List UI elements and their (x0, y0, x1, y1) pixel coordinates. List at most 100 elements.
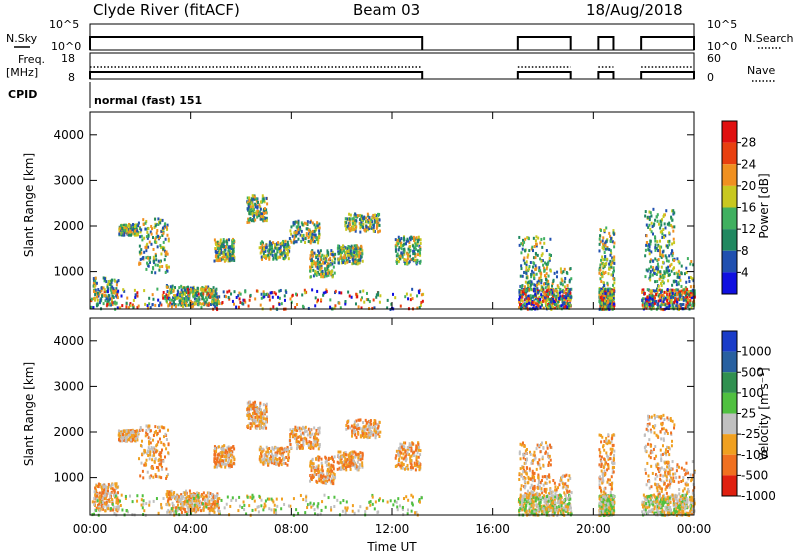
echo-cell (569, 477, 571, 480)
echo-cell (536, 273, 538, 276)
echo-cell (338, 261, 340, 264)
echo-cell (297, 238, 299, 241)
echo-cell (525, 281, 527, 284)
echo-cell (154, 218, 156, 221)
echo-cell (538, 277, 540, 280)
echo-cell (99, 492, 101, 495)
echo-cell (668, 274, 670, 277)
echo-cell (292, 294, 294, 297)
echo-cell (361, 249, 363, 252)
echo-cell (650, 240, 652, 243)
echo-cell (652, 232, 654, 235)
nsky-segment (641, 37, 694, 50)
echo-cell (154, 237, 156, 240)
echo-cell (645, 449, 647, 452)
echo-cell (609, 305, 611, 308)
echo-cell (220, 251, 222, 254)
echo-cell (560, 304, 562, 307)
echo-cell (125, 224, 127, 227)
echo-cell (691, 304, 693, 307)
echo-cell (330, 249, 332, 252)
echo-cell (654, 239, 656, 242)
echo-cell (320, 249, 322, 252)
echo-cell (125, 305, 127, 308)
nsearch-tick-high: 10^5 (707, 18, 737, 31)
echo-cell (358, 255, 360, 258)
echo-cell (353, 251, 355, 254)
echo-cell (255, 205, 257, 208)
echo-cell (539, 257, 541, 260)
echo-cell (649, 278, 651, 281)
echo-cell (217, 247, 219, 250)
echo-cell (351, 296, 353, 299)
echo-cell (613, 242, 615, 245)
station-title: Clyde River (fitACF) (93, 1, 240, 19)
echo-cell (400, 244, 402, 247)
echo-cell (263, 212, 265, 215)
echo-cell (669, 264, 671, 267)
echo-cell (602, 264, 604, 267)
echo-cell (260, 200, 262, 203)
echo-cell (663, 236, 665, 239)
echo-cell (186, 304, 188, 307)
echo-cell (310, 275, 312, 278)
echo-cell (287, 241, 289, 244)
echo-cell (298, 231, 300, 234)
echo-cell (304, 291, 306, 294)
echo-cell (139, 251, 141, 254)
echo-cell (134, 230, 136, 233)
echo-cell (355, 244, 357, 247)
echo-cell (165, 271, 167, 274)
echo-cell (414, 245, 416, 248)
echo-cell (229, 258, 231, 261)
echo-cell (658, 258, 660, 261)
echo-cell (206, 286, 208, 289)
echo-cell (533, 276, 535, 279)
echo-cell (290, 225, 292, 228)
echo-cell (145, 249, 147, 252)
echo-cell (360, 298, 362, 301)
echo-cell (407, 257, 409, 260)
echo-cell (648, 224, 650, 227)
freq-segment (641, 72, 694, 79)
colorbar-swatch (722, 143, 737, 165)
echo-cell (151, 233, 153, 236)
echo-cell (646, 296, 648, 299)
echo-cell (667, 279, 669, 282)
echo-cell (534, 479, 536, 482)
echo-cell (610, 273, 612, 276)
echo-cell (345, 217, 347, 220)
echo-cell (419, 262, 421, 265)
echo-cell (131, 228, 133, 231)
echo-cell (147, 257, 149, 260)
colorbar-swatch (722, 121, 737, 143)
echo-cell (134, 289, 136, 292)
echo-cell (613, 262, 615, 265)
echo-cell (666, 256, 668, 259)
power-colorbar-label: Power [dB] (757, 173, 771, 238)
echo-cell (335, 290, 337, 293)
echo-cell (157, 299, 159, 302)
echo-cell (543, 242, 545, 245)
echo-cell (362, 222, 364, 225)
echo-cell (93, 290, 95, 293)
echo-cell (647, 248, 649, 251)
echo-cell (603, 281, 605, 284)
echo-cell (159, 244, 161, 247)
echo-cell (666, 302, 668, 305)
echo-cell (302, 223, 304, 226)
echo-cell (228, 249, 230, 252)
echo-cell (312, 264, 314, 267)
echo-cell (413, 239, 415, 242)
echo-cell (204, 288, 206, 291)
nave-label: Nave (747, 64, 775, 77)
echo-cell (544, 269, 546, 272)
echo-cell (666, 269, 668, 272)
echo-cell (111, 291, 113, 294)
echo-cell (169, 298, 171, 301)
echo-cell (100, 289, 102, 292)
echo-cell (544, 475, 546, 478)
echo-cell (654, 297, 656, 300)
echo-cell (316, 238, 318, 241)
